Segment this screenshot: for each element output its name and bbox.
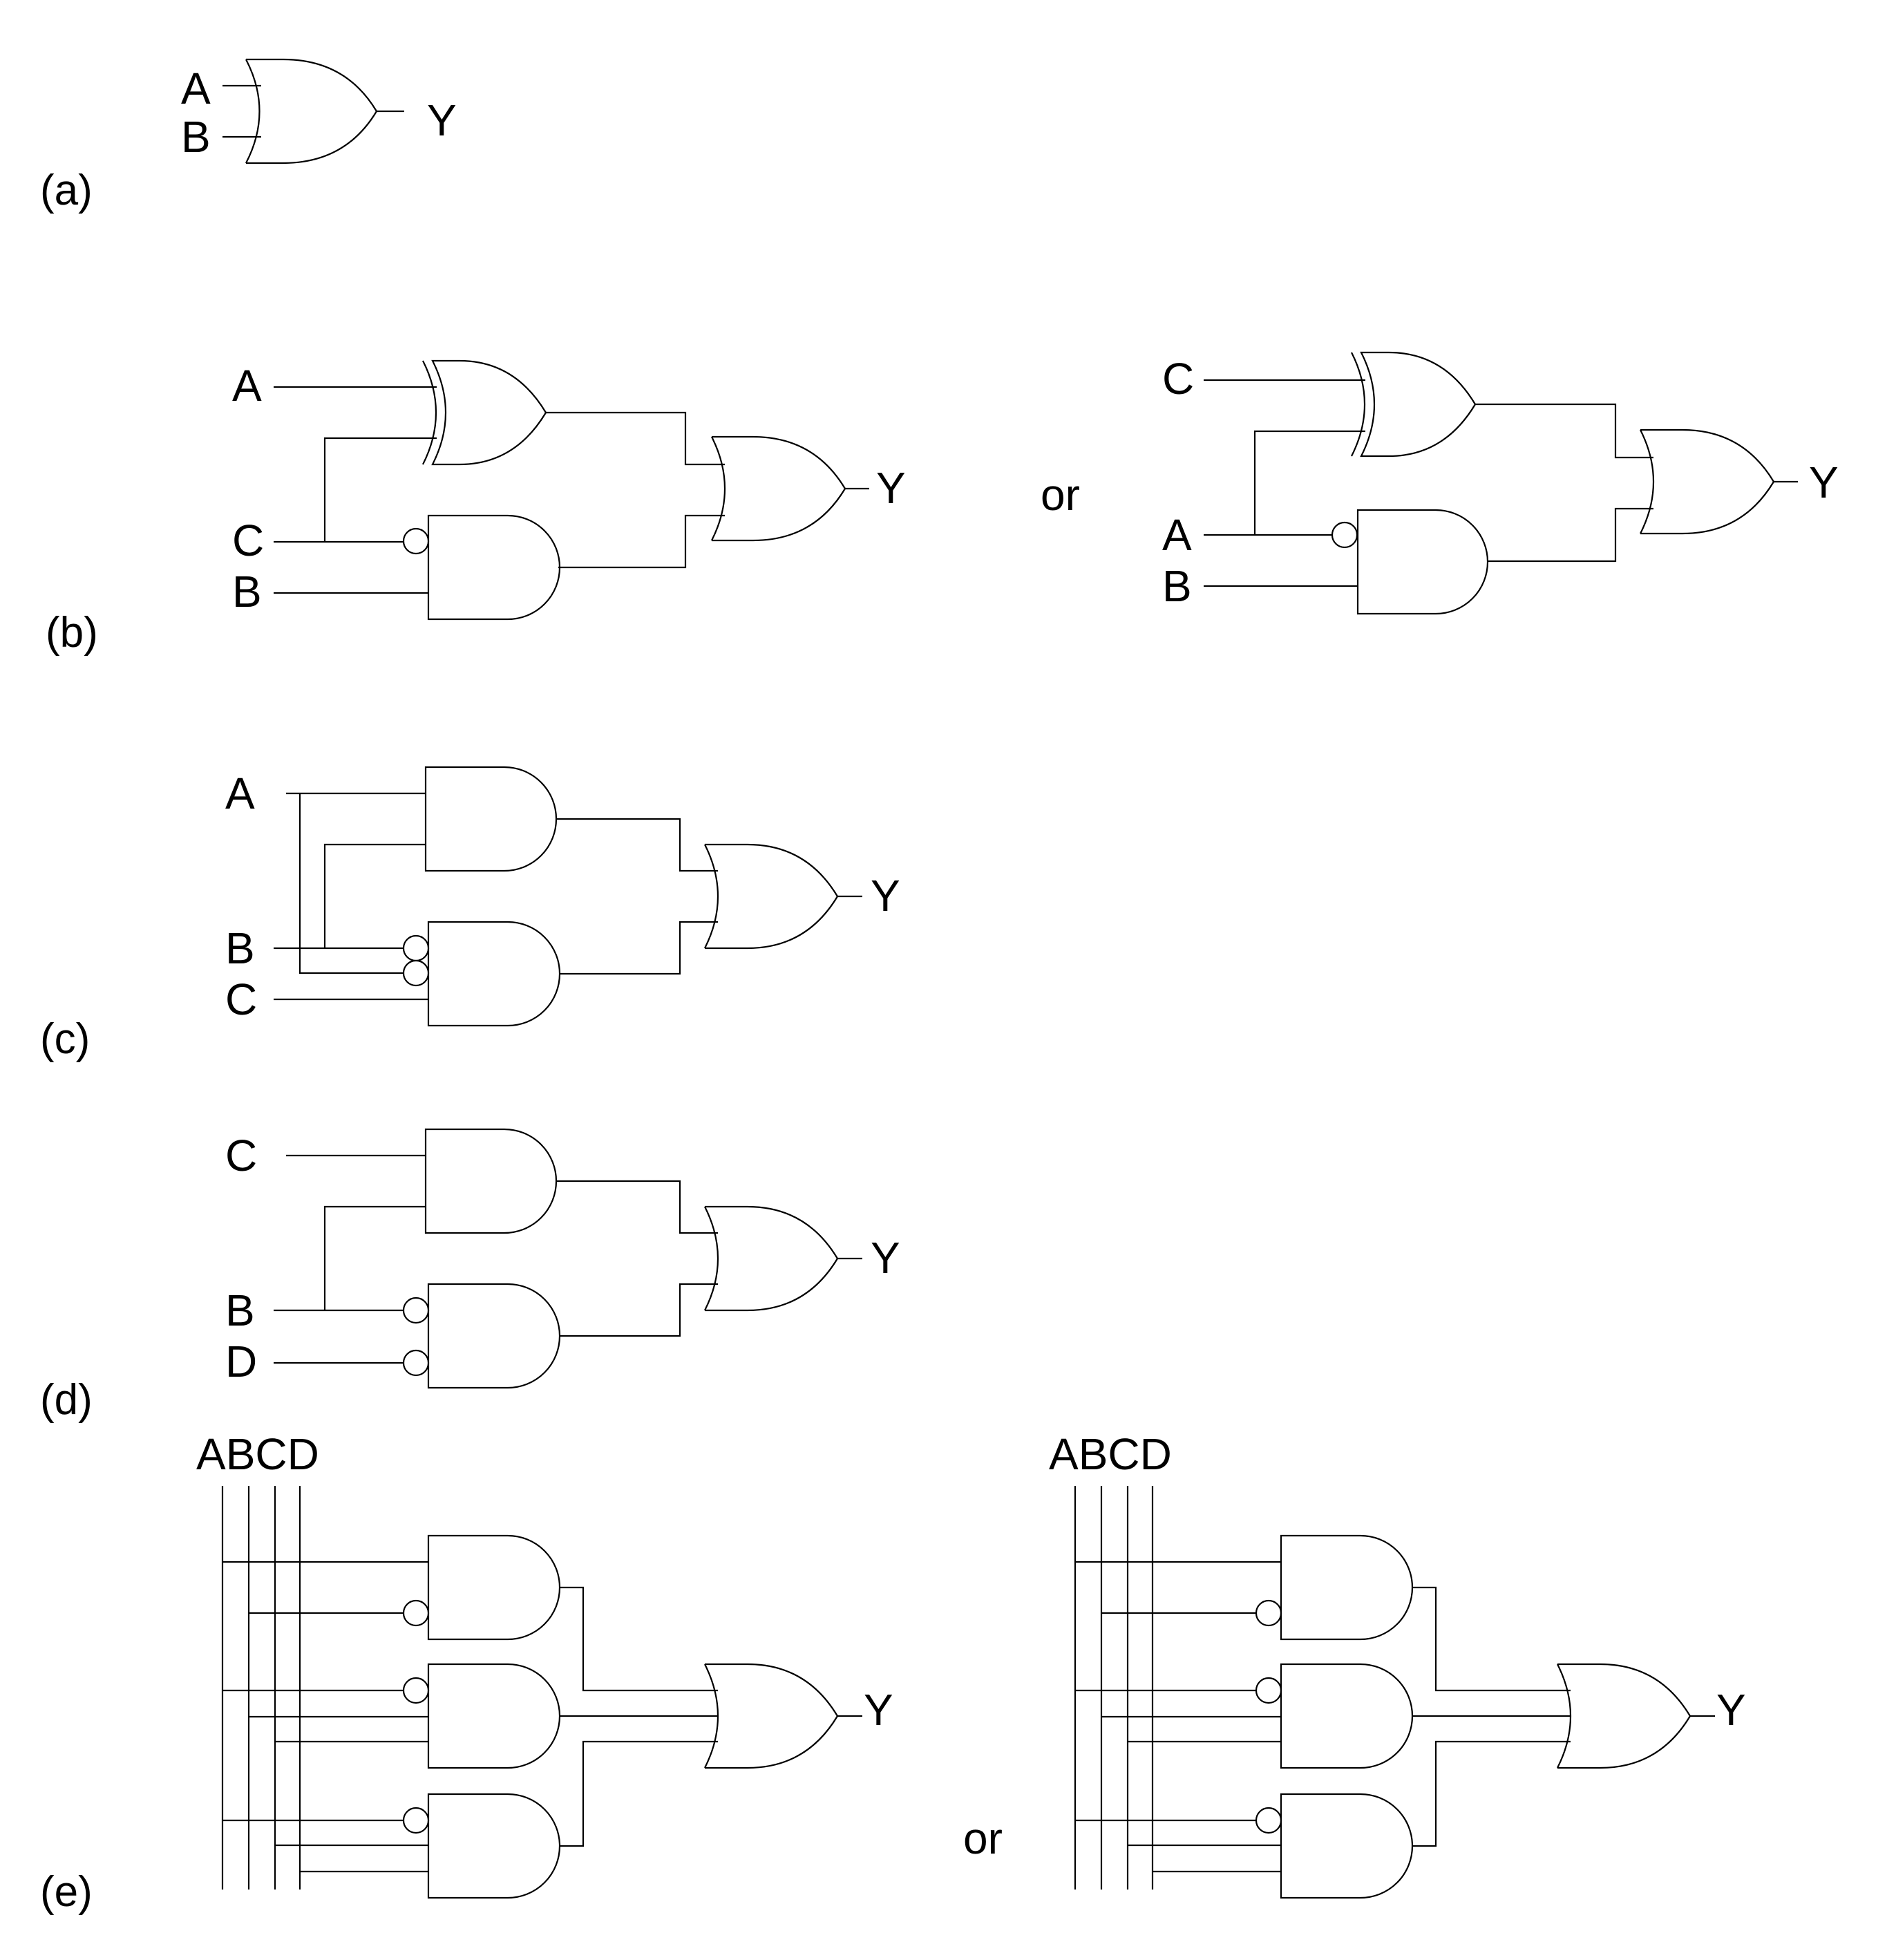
section-label-d: (d) [40,1376,93,1424]
wire [222,1561,862,1873]
and-gate [402,514,561,621]
input-label-b: B [225,923,255,973]
or-gate [704,1663,839,1769]
xor-gate [422,359,547,466]
inverter-bubble [402,527,430,555]
and-gate [1255,1534,1414,1641]
circuit-b-right: C A B Y [1162,351,1839,615]
output-label-y: Y [427,95,457,145]
output-label-y: Y [1716,1685,1746,1735]
input-label-b: B [1162,561,1192,611]
or-gate [704,1205,839,1312]
or-label: or [1041,470,1080,520]
section-label-a: (a) [40,167,93,214]
inverter-bubble [1255,1677,1282,1704]
and-gate [402,1534,561,1641]
inverter-bubble [402,1807,430,1834]
output-label-y: Y [876,463,906,513]
or-label: or [963,1813,1003,1863]
wire [222,84,404,138]
input-label-a: A [225,769,255,818]
wire [1075,1561,1715,1873]
bus-label: ABCD [196,1429,319,1479]
inverter-bubble [1255,1599,1282,1627]
input-label-c: C [1162,354,1194,404]
and-gate [402,1663,561,1769]
input-label-c: C [232,516,264,565]
input-bus [1074,1486,1154,1890]
wire [1204,379,1798,587]
or-gate [704,843,839,950]
inverter-bubble [402,1599,430,1627]
or-gate [1640,428,1775,535]
circuit-e-left: (e) ABCD Y [40,1429,893,1916]
and-gate [402,1793,561,1899]
inverter-bubble [1331,521,1358,549]
input-label-a: A [232,361,262,411]
circuit-b-left: (b) A C B Y [46,359,906,657]
circuit-e-right: ABCD Y [1049,1429,1746,1899]
and-gate [402,1283,561,1389]
wire [274,386,869,594]
input-label-c: C [225,974,257,1024]
and-gate [424,1128,558,1234]
xor-gate [1351,351,1477,458]
output-label-y: Y [864,1685,893,1735]
or-gate [711,435,846,542]
section-label-c: (c) [40,1015,90,1063]
section-label-b: (b) [46,609,98,657]
circuit-c: (c) A B C Y [40,766,900,1063]
and-gate [424,766,558,872]
input-bus [221,1486,301,1890]
inverter-bubble [402,1349,430,1377]
wire [274,1154,862,1364]
input-label-d: D [225,1337,257,1386]
input-label-c: C [225,1131,257,1180]
input-label-a: A [181,64,211,113]
inverter-bubble [402,1677,430,1704]
wire [274,792,862,1001]
inverter-bubble [402,1297,430,1324]
inverter-bubble [1255,1807,1282,1834]
bus-label: ABCD [1049,1429,1172,1479]
input-label-b: B [232,567,262,616]
and-gate [402,921,561,1027]
and-gate [1331,509,1489,615]
and-gate [1255,1663,1414,1769]
section-label-e: (e) [40,1868,93,1916]
output-label-y: Y [871,1233,900,1283]
or-gate [1557,1663,1691,1769]
output-label-y: Y [1809,458,1839,507]
input-label-b: B [181,112,211,162]
circuit-a: (a) A B Y [40,58,457,214]
input-label-a: A [1162,510,1192,560]
output-label-y: Y [871,871,900,921]
inverter-bubble [402,959,430,987]
input-label-b: B [225,1285,255,1335]
circuit-d: (d) C B D Y [40,1128,900,1424]
inverter-bubble [402,934,430,962]
or-gate [245,58,378,164]
